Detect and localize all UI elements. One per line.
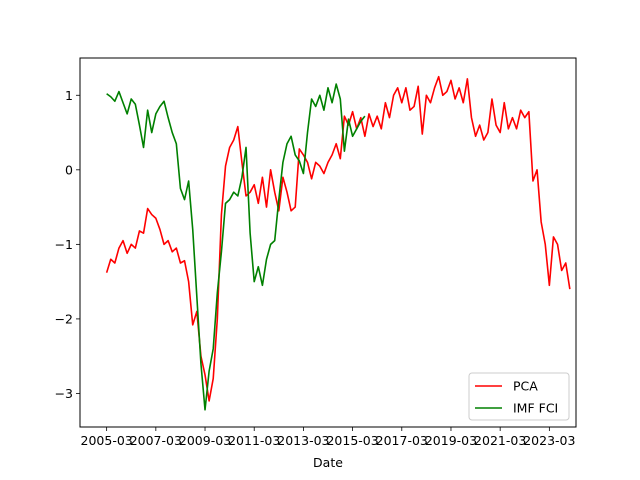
y-tick-label: 0 <box>65 162 73 177</box>
x-tick-label: 2019-03 <box>425 433 477 448</box>
x-tick-label: 2005-03 <box>81 433 133 448</box>
x-tick-label: 2021-03 <box>474 433 526 448</box>
y-tick-label: −3 <box>55 386 73 401</box>
x-tick-label: 2015-03 <box>326 433 378 448</box>
plot-lines <box>105 75 571 411</box>
x-tick-label: 2011-03 <box>228 433 280 448</box>
legend: PCA IMF FCI <box>468 372 570 421</box>
y-tick-label: 1 <box>65 88 73 103</box>
legend-label-imf-fci: IMF FCI <box>513 401 558 416</box>
y-axis: 1 0 −1 −2 −3 <box>55 88 80 401</box>
x-tick-label: 2017-03 <box>376 433 428 448</box>
plot-area-frame <box>79 57 577 428</box>
x-axis: 2005-032007-032009-032011-032013-032015-… <box>81 427 575 448</box>
y-tick-label: −1 <box>55 237 73 252</box>
series-line-imf-fci <box>106 83 366 411</box>
x-tick-label: 2023-03 <box>523 433 575 448</box>
legend-label-pca: PCA <box>513 379 538 394</box>
y-tick-label: −2 <box>55 311 73 326</box>
x-tick-label: 2013-03 <box>277 433 329 448</box>
series-line-pca <box>105 75 571 402</box>
x-tick-label: 2007-03 <box>130 433 182 448</box>
x-tick-label: 2009-03 <box>179 433 231 448</box>
x-axis-title: Date <box>313 455 343 470</box>
